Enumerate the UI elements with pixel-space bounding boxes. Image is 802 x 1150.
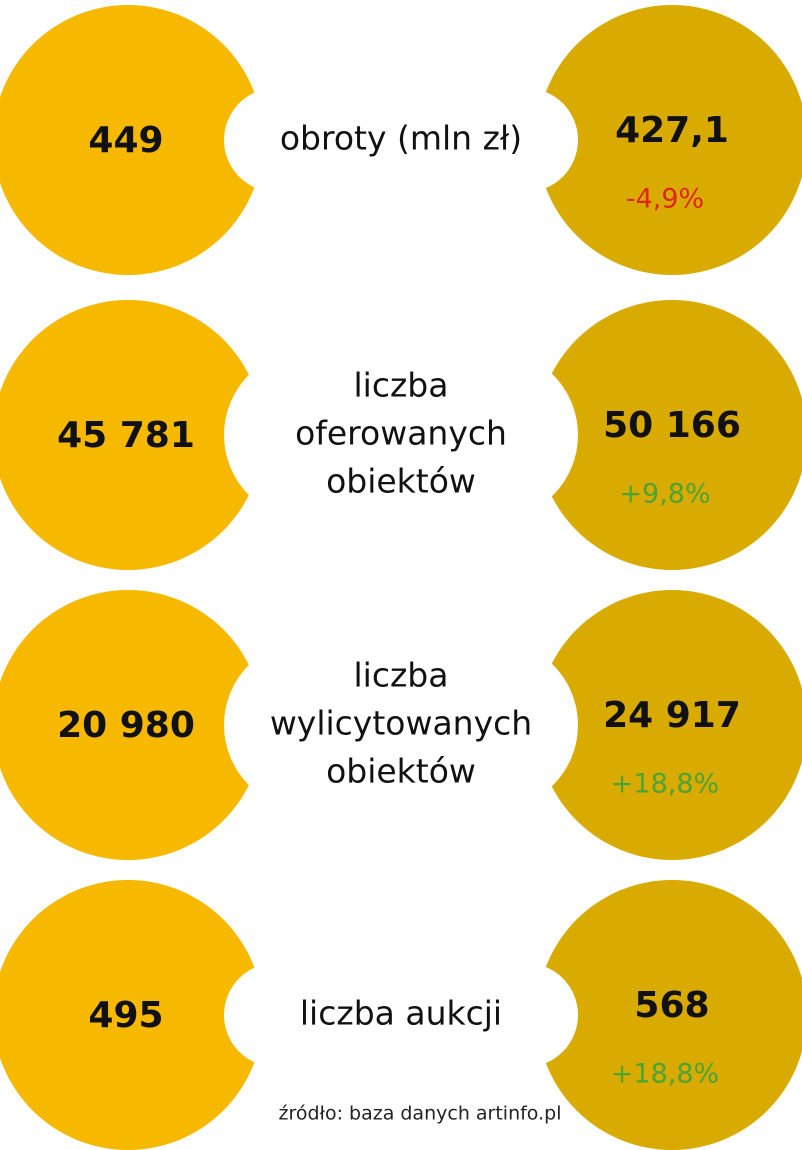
left-value: 495	[88, 995, 163, 1036]
left-circle	[0, 590, 263, 860]
left-circle	[0, 5, 263, 275]
change: +9,8%	[619, 479, 710, 510]
label-pill	[224, 350, 578, 520]
change: -4,9%	[626, 184, 704, 215]
label-line: liczba aukcji	[300, 994, 502, 1033]
right-circle	[537, 590, 802, 860]
label-pill	[224, 640, 578, 810]
label-line: obiektów	[326, 462, 476, 501]
label-pill	[224, 88, 578, 192]
label-line: obiektów	[326, 752, 476, 791]
right-value: 24 917	[603, 695, 741, 736]
label-line: liczba	[354, 366, 449, 405]
right-value: 50 166	[603, 405, 741, 446]
source: źródło: baza danych artinfo.pl	[279, 1103, 562, 1125]
right-value: 568	[634, 985, 709, 1026]
right-circle	[537, 880, 802, 1150]
change: +18,8%	[611, 1059, 719, 1090]
right-value: 427,1	[615, 110, 729, 151]
right-circle	[537, 300, 802, 570]
left-circle	[0, 300, 263, 570]
label-line: wylicytowanych	[270, 704, 532, 743]
label-pill	[224, 963, 578, 1067]
right-circle	[537, 5, 802, 275]
left-value: 45 781	[57, 415, 195, 456]
label-line: obroty (mln zł)	[280, 119, 522, 158]
left-circle	[0, 880, 263, 1150]
left-value: 449	[88, 120, 163, 161]
left-value: 20 980	[57, 705, 195, 746]
label-line: oferowanych	[295, 414, 507, 453]
change: +18,8%	[611, 769, 719, 800]
label-line: liczba	[354, 656, 449, 695]
